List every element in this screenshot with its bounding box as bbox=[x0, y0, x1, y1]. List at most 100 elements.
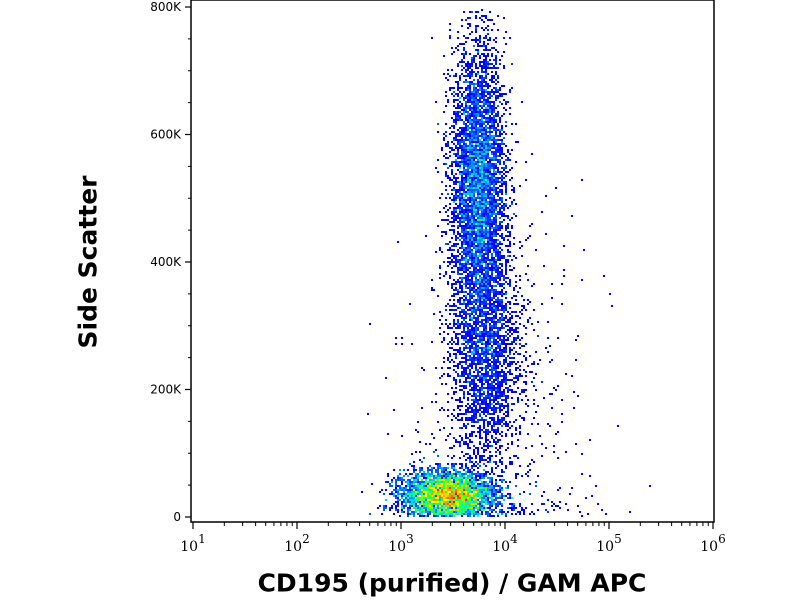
density-bin bbox=[465, 251, 467, 253]
density-bin bbox=[481, 243, 483, 245]
density-bin bbox=[449, 479, 451, 481]
density-bin bbox=[515, 339, 517, 341]
density-bin bbox=[469, 191, 471, 193]
density-bin bbox=[453, 213, 455, 215]
density-bin bbox=[477, 327, 479, 329]
density-bin bbox=[495, 437, 497, 439]
density-bin bbox=[497, 249, 499, 251]
density-bin bbox=[469, 389, 471, 391]
density-bin bbox=[451, 217, 453, 219]
density-bin bbox=[505, 215, 507, 217]
density-bin bbox=[491, 309, 493, 311]
density-bin bbox=[493, 361, 495, 363]
density-bin bbox=[465, 379, 467, 381]
density-bin bbox=[471, 359, 473, 361]
density-bin bbox=[485, 321, 487, 323]
density-bin bbox=[493, 417, 495, 419]
density-bin bbox=[471, 403, 473, 405]
density-bin bbox=[453, 489, 455, 491]
density-bin bbox=[451, 69, 453, 71]
density-bin bbox=[477, 149, 479, 151]
density-bin bbox=[571, 487, 573, 489]
density-bin bbox=[461, 483, 463, 485]
density-bin bbox=[487, 281, 489, 283]
density-bin bbox=[457, 81, 459, 83]
density-bin bbox=[451, 93, 453, 95]
density-bin bbox=[457, 325, 459, 327]
density-bin bbox=[481, 191, 483, 193]
density-bin bbox=[489, 259, 491, 261]
density-bin bbox=[453, 243, 455, 245]
density-bin bbox=[471, 119, 473, 121]
density-bin bbox=[411, 343, 413, 345]
density-bin bbox=[461, 289, 463, 291]
density-bin bbox=[471, 151, 473, 153]
density-bin bbox=[525, 381, 527, 383]
density-bin bbox=[487, 245, 489, 247]
density-bin bbox=[479, 335, 481, 337]
density-bin bbox=[497, 299, 499, 301]
density-bin bbox=[477, 271, 479, 273]
density-bin bbox=[487, 139, 489, 141]
density-bin bbox=[479, 95, 481, 97]
density-bin bbox=[505, 309, 507, 311]
density-bin bbox=[459, 301, 461, 303]
density-bin bbox=[483, 213, 485, 215]
density-bin bbox=[481, 125, 483, 127]
density-bin bbox=[483, 255, 485, 257]
density-bin bbox=[503, 213, 505, 215]
density-bin bbox=[473, 189, 475, 191]
density-bin bbox=[467, 193, 469, 195]
density-bin bbox=[557, 385, 559, 387]
density-bin bbox=[455, 243, 457, 245]
density-bin bbox=[461, 405, 463, 407]
density-bin bbox=[503, 343, 505, 345]
density-bin bbox=[499, 225, 501, 227]
density-bin bbox=[497, 161, 499, 163]
density-bin bbox=[479, 301, 481, 303]
density-bin bbox=[505, 263, 507, 265]
density-bin bbox=[491, 227, 493, 229]
density-bin bbox=[487, 351, 489, 353]
density-bin bbox=[419, 459, 421, 461]
density-bin bbox=[467, 393, 469, 395]
density-bin bbox=[525, 383, 527, 385]
density-bin bbox=[505, 375, 507, 377]
density-bin bbox=[469, 139, 471, 141]
density-bin bbox=[487, 289, 489, 291]
density-bin bbox=[449, 355, 451, 357]
density-bin bbox=[491, 71, 493, 73]
density-bin bbox=[493, 121, 495, 123]
density-bin bbox=[523, 345, 525, 347]
density-bin bbox=[479, 259, 481, 261]
density-bin bbox=[475, 489, 477, 491]
density-bin bbox=[491, 479, 493, 481]
density-bin bbox=[549, 345, 551, 347]
density-bin bbox=[471, 97, 473, 99]
density-bin bbox=[457, 477, 459, 479]
density-bin bbox=[457, 161, 459, 163]
density-bin bbox=[453, 475, 455, 477]
density-bin bbox=[465, 305, 467, 307]
density-bin bbox=[467, 207, 469, 209]
density-bin bbox=[455, 255, 457, 257]
density-bin bbox=[483, 191, 485, 193]
density-bin bbox=[411, 473, 413, 475]
density-bin bbox=[505, 401, 507, 403]
density-bin bbox=[491, 233, 493, 235]
density-bin bbox=[473, 213, 475, 215]
density-bin bbox=[461, 287, 463, 289]
density-bin bbox=[467, 179, 469, 181]
density-bin bbox=[499, 197, 501, 199]
density-bin bbox=[505, 229, 507, 231]
density-bin bbox=[457, 165, 459, 167]
density-bin bbox=[495, 207, 497, 209]
density-bin bbox=[545, 195, 547, 197]
density-bin bbox=[487, 171, 489, 173]
density-bin bbox=[455, 259, 457, 261]
density-bin bbox=[467, 403, 469, 405]
density-bin bbox=[443, 487, 445, 489]
density-bin bbox=[485, 489, 487, 491]
density-bin bbox=[461, 207, 463, 209]
density-bin bbox=[459, 263, 461, 265]
